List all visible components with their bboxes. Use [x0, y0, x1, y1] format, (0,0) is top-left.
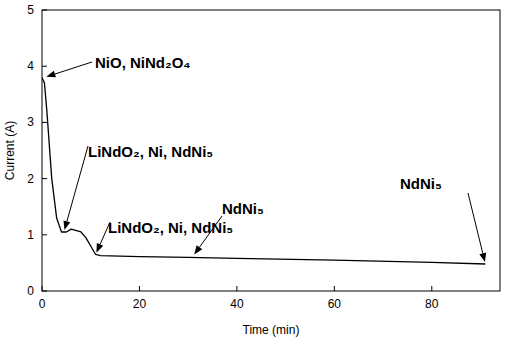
x-tick-label: 20 [133, 297, 147, 311]
y-tick-label: 1 [27, 228, 34, 242]
arrow-head [194, 245, 202, 254]
x-tick [236, 286, 237, 291]
x-tick [431, 286, 432, 291]
annotation-text: NdNi₅ [222, 200, 264, 217]
annotation-text: NdNi₅ [400, 175, 442, 192]
arrow-head [96, 243, 103, 253]
arrow-head [64, 220, 71, 230]
y-tick-label: 3 [27, 115, 34, 129]
annotation-arrow [468, 193, 486, 262]
y-tick-label: 0 [27, 284, 34, 298]
y-tick-label: 5 [27, 3, 34, 17]
x-axis-label: Time (min) [243, 323, 300, 337]
arrow-head [46, 71, 56, 78]
x-tick-label: 80 [425, 297, 439, 311]
x-tick-label: 60 [328, 297, 342, 311]
annotation-arrow [64, 146, 88, 230]
arrow-shaft [55, 62, 92, 74]
y-tick-label: 4 [27, 59, 34, 73]
y-tick [42, 234, 47, 235]
plot-frame [42, 10, 500, 291]
y-tick [42, 291, 47, 292]
y-tick [42, 178, 47, 179]
arrow-head [479, 253, 486, 263]
annotation-arrow [194, 216, 222, 255]
annotation-arrow [96, 222, 110, 253]
y-tick [42, 66, 47, 67]
x-tick [139, 286, 140, 291]
plot-group [42, 77, 485, 264]
annotation-text: LiNdO₂, Ni, NdNi₅ [108, 219, 233, 236]
annotation-text: NiO, NiNd₂O₄ [95, 54, 190, 71]
annotation-text: LiNdO₂, Ni, NdNi₅ [88, 143, 213, 160]
arrow-shaft [67, 146, 88, 221]
x-tick-label: 40 [230, 297, 244, 311]
y-tick-label: 2 [27, 172, 34, 186]
annotation-arrow [46, 62, 92, 77]
arrow-shaft [468, 193, 483, 253]
y-tick [42, 122, 47, 123]
x-tick [42, 286, 43, 291]
x-tick-label: 0 [39, 297, 46, 311]
arrow-shaft [100, 222, 110, 244]
arrow-shaft [199, 216, 222, 247]
y-axis-label: Current (A) [3, 121, 17, 180]
y-tick [42, 10, 47, 11]
current-line [42, 77, 485, 264]
chart: 0 20 40 60 80 0 1 2 3 4 5 Time (min) Current (A) NiO,… [0, 0, 511, 351]
x-tick [334, 286, 335, 291]
